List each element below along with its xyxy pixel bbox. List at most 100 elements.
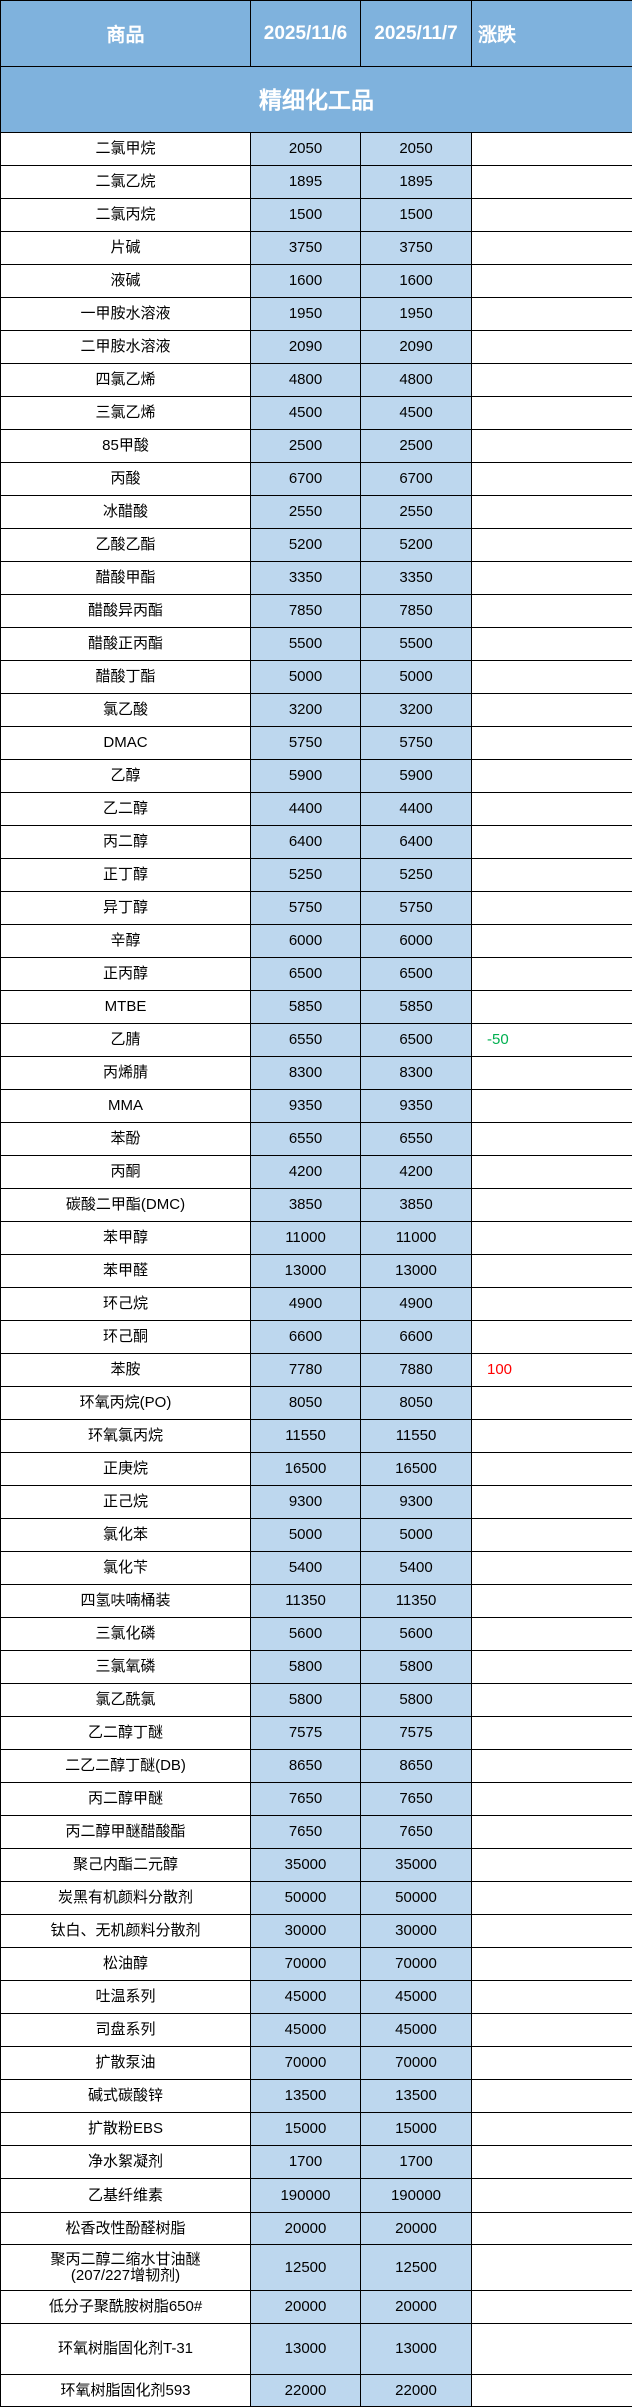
price-date2: 6400 [360,825,472,859]
price-change [471,825,632,859]
table-row: 正庚烷 16500 16500 [0,1452,632,1486]
price-change [471,1452,632,1486]
price-date1: 11350 [250,1584,361,1618]
price-date1: 4400 [250,792,361,826]
product-name: MTBE [0,990,251,1024]
product-name: 正庚烷 [0,1452,251,1486]
product-name: 苯酚 [0,1122,251,1156]
price-date1: 6000 [250,924,361,958]
product-name: 三氯化磷 [0,1617,251,1651]
price-date1: 1700 [250,2145,361,2179]
price-date2: 5800 [360,1650,472,1684]
table-row: 氯化苄 5400 5400 [0,1551,632,1585]
price-date2: 11350 [360,1584,472,1618]
price-date1: 50000 [250,1881,361,1915]
header-date1: 2025/11/6 [250,0,361,67]
price-date1: 5400 [250,1551,361,1585]
price-change [471,396,632,430]
product-name: 四氢呋喃桶装 [0,1584,251,1618]
table-row: 丙二醇甲醚醋酸酯 7650 7650 [0,1815,632,1849]
price-change [471,495,632,529]
price-date1: 7850 [250,594,361,628]
table-row: 乙二醇 4400 4400 [0,792,632,826]
table-row: 四氯乙烯 4800 4800 [0,363,632,397]
price-date1: 13000 [250,2323,361,2375]
price-change [471,1188,632,1222]
table-row: 吐温系列 45000 45000 [0,1980,632,2014]
price-change [471,594,632,628]
price-change [471,693,632,727]
table-row: 丙二醇甲醚 7650 7650 [0,1782,632,1816]
table-row: 钛白、无机颜料分散剂 30000 30000 [0,1914,632,1948]
product-name: 二氯乙烷 [0,165,251,199]
price-date2: 7650 [360,1782,472,1816]
product-name: 乙基纤维素 [0,2178,251,2213]
table-row: 乙腈 6550 6500 -50 [0,1023,632,1057]
price-date1: 7780 [250,1353,361,1387]
price-change [471,330,632,364]
product-name: 环氧树脂固化剂593 [0,2374,251,2407]
price-date2: 1700 [360,2145,472,2179]
price-change [471,165,632,199]
table-row: 扩散粉EBS 15000 15000 [0,2112,632,2146]
product-name: 吐温系列 [0,1980,251,2014]
price-change [471,561,632,595]
price-date1: 1895 [250,165,361,199]
price-date1: 5200 [250,528,361,562]
product-name: 聚丙二醇二缩水甘油醚 (207/227增韧剂) [0,2244,251,2291]
price-date2: 1600 [360,264,472,298]
price-change [471,2290,632,2324]
price-date2: 5850 [360,990,472,1024]
table-row: 环氧树脂固化剂593 22000 22000 [0,2374,632,2407]
product-name: 醋酸异丙酯 [0,594,251,628]
product-name: 碳酸二甲酯(DMC) [0,1188,251,1222]
price-date1: 5000 [250,1518,361,1552]
price-date2: 6000 [360,924,472,958]
table-row: 苯甲醛 13000 13000 [0,1254,632,1288]
price-date2: 5500 [360,627,472,661]
price-date1: 5750 [250,726,361,760]
price-change [471,2212,632,2245]
price-date2: 5200 [360,528,472,562]
price-date1: 2500 [250,429,361,463]
table-row: 丙烯腈 8300 8300 [0,1056,632,1090]
price-change [471,429,632,463]
price-date1: 9350 [250,1089,361,1123]
product-name: 扩散泵油 [0,2046,251,2080]
table-row: MMA 9350 9350 [0,1089,632,1123]
price-change [471,297,632,331]
price-date1: 7650 [250,1815,361,1849]
price-date2: 4500 [360,396,472,430]
price-date2: 6500 [360,957,472,991]
price-date2: 5800 [360,1683,472,1717]
price-date1: 6600 [250,1320,361,1354]
price-date2: 2050 [360,132,472,166]
product-name: 氯化苄 [0,1551,251,1585]
price-change [471,2013,632,2047]
product-name: 丙酮 [0,1155,251,1189]
table-row: 醋酸丁酯 5000 5000 [0,660,632,694]
price-date1: 35000 [250,1848,361,1882]
price-change [471,2145,632,2179]
price-date2: 5750 [360,891,472,925]
price-change [471,858,632,892]
price-change [471,1815,632,1849]
price-change [471,1683,632,1717]
product-name: 苯甲醇 [0,1221,251,1255]
table-row: 扩散泵油 70000 70000 [0,2046,632,2080]
price-date2: 3350 [360,561,472,595]
price-date2: 5250 [360,858,472,892]
price-date2: 7880 [360,1353,472,1387]
price-change [471,1419,632,1453]
product-name: 乙酸乙酯 [0,528,251,562]
price-change [471,1254,632,1288]
table-row: 丙酸 6700 6700 [0,462,632,496]
price-change [471,1584,632,1618]
price-change [471,2079,632,2113]
product-name: 乙醇 [0,759,251,793]
header-date2: 2025/11/7 [360,0,472,67]
price-date1: 1950 [250,297,361,331]
price-date1: 5800 [250,1650,361,1684]
product-name: 环己烷 [0,1287,251,1321]
product-name: 松油醇 [0,1947,251,1981]
